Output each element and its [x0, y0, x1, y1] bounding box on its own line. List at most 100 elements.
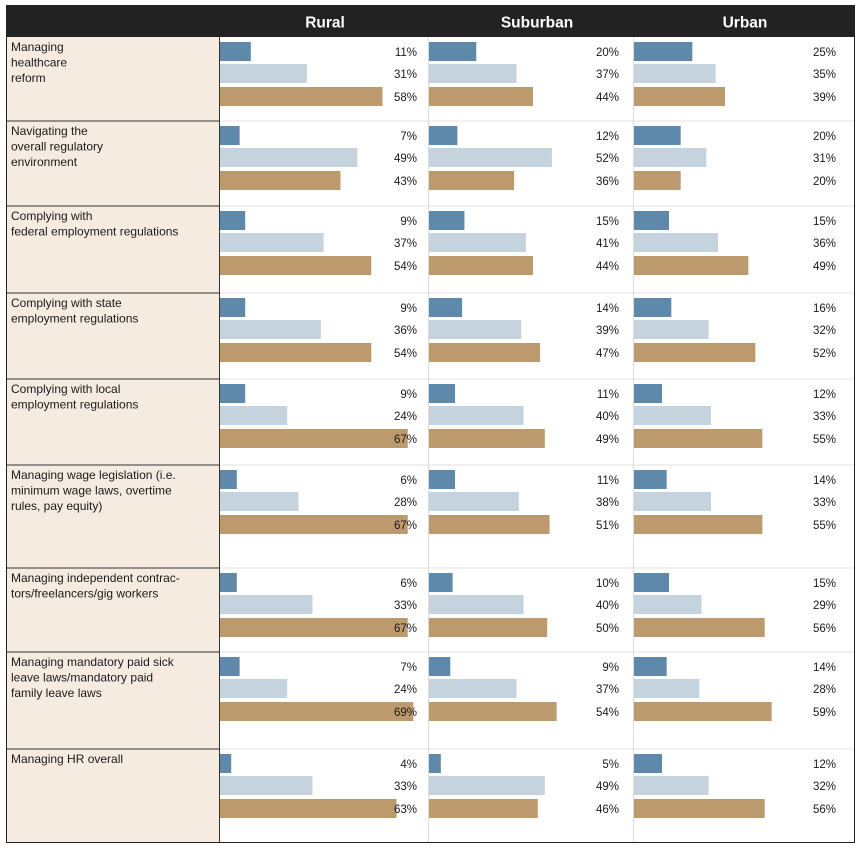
data-label-urban: 14%	[813, 475, 836, 487]
data-label-urban: 15%	[813, 216, 836, 228]
row-label-line: Managing independent contrac-	[11, 571, 180, 585]
bar-rural-series-2	[220, 233, 324, 252]
data-label-suburban: 37%	[596, 684, 619, 696]
data-label-suburban: 49%	[596, 434, 619, 446]
data-label-suburban: 15%	[596, 216, 619, 228]
data-label-rural: 36%	[394, 325, 417, 337]
data-label-urban: 14%	[813, 662, 836, 674]
data-label-rural: 7%	[400, 662, 417, 674]
data-label-urban: 49%	[813, 261, 836, 273]
data-label-rural: 37%	[394, 238, 417, 250]
bar-rural-series-3	[220, 171, 341, 190]
data-label-urban: 36%	[813, 238, 836, 250]
data-label-suburban: 40%	[596, 600, 619, 612]
row-label: Managing wage legislation (i.e. minimum w…	[11, 468, 176, 513]
data-label-urban: 55%	[813, 520, 836, 532]
data-label-rural: 33%	[394, 781, 417, 793]
bar-rural-series-3	[220, 87, 383, 106]
bar-urban-series-1	[634, 657, 667, 676]
row-label: Navigating the overall regulatory environm…	[11, 124, 103, 169]
data-label-suburban: 9%	[602, 662, 619, 674]
data-label-suburban: 11%	[597, 389, 619, 401]
bar-suburban-series-3	[429, 702, 557, 721]
data-label-suburban: 40%	[596, 411, 619, 423]
row-label: Managing healthcare reform	[11, 40, 67, 85]
bar-suburban-series-1	[429, 573, 453, 592]
data-label-urban: 20%	[813, 131, 836, 143]
row-label-line: leave laws/mandatory paid	[11, 671, 153, 685]
bar-urban-series-2	[634, 148, 707, 167]
row-label-line: Navigating the	[11, 124, 88, 138]
bar-suburban-series-2	[429, 679, 517, 698]
data-label-rural: 11%	[395, 47, 417, 59]
data-label-suburban: 36%	[596, 176, 619, 188]
data-label-rural: 33%	[394, 600, 417, 612]
chart-frame: Rural Suburban Urban Managing healthcare refo…	[6, 5, 855, 843]
bar-suburban-series-2	[429, 492, 519, 511]
bar-rural-series-1	[220, 573, 237, 592]
data-label-suburban: 49%	[596, 781, 619, 793]
bar-rural-series-1	[220, 298, 246, 317]
data-label-rural: 9%	[400, 216, 417, 228]
bar-urban-series-3	[634, 256, 749, 275]
data-label-rural: 54%	[394, 348, 417, 360]
bar-rural-series-3	[220, 343, 372, 362]
data-label-suburban: 51%	[596, 520, 619, 532]
bar-urban-series-3	[634, 515, 763, 534]
row-label-line: employment regulations	[11, 398, 138, 412]
bar-urban-series-1	[634, 126, 681, 145]
bar-rural-series-3	[220, 799, 397, 818]
data-label-urban: 33%	[813, 497, 836, 509]
bar-rural-series-1	[220, 42, 251, 61]
bar-urban-series-2	[634, 595, 702, 614]
bar-urban-series-3	[634, 343, 756, 362]
bar-urban-series-3	[634, 702, 772, 721]
data-label-urban: 12%	[813, 389, 836, 401]
data-label-rural: 6%	[400, 475, 417, 487]
row-label-line: environment	[11, 155, 78, 169]
data-label-urban: 25%	[813, 47, 836, 59]
bar-urban-series-2	[634, 320, 709, 339]
bar-suburban-series-2	[429, 406, 524, 425]
bar-suburban-series-1	[429, 211, 465, 230]
row-label: Managing HR overall	[11, 752, 123, 766]
bar-suburban-series-2	[429, 320, 522, 339]
data-label-rural: 63%	[394, 804, 417, 816]
data-label-urban: 56%	[813, 623, 836, 635]
bar-rural-series-3	[220, 515, 408, 534]
bar-rural-series-2	[220, 148, 358, 167]
data-label-urban: 29%	[813, 600, 836, 612]
row-label-line: Complying with	[11, 209, 92, 223]
bar-rural-series-2	[220, 595, 313, 614]
row-label-line: Managing HR overall	[11, 752, 123, 766]
data-label-urban: 32%	[813, 781, 836, 793]
data-label-suburban: 14%	[596, 303, 619, 315]
data-label-urban: 33%	[813, 411, 836, 423]
data-label-rural: 9%	[400, 303, 417, 315]
row-label-line: rules, pay equity)	[11, 499, 102, 513]
data-label-rural: 24%	[394, 684, 417, 696]
data-label-rural: 67%	[394, 520, 417, 532]
data-label-urban: 20%	[813, 176, 836, 188]
row-label-line: Managing wage legislation (i.e.	[11, 468, 176, 482]
bar-suburban-series-1	[429, 470, 455, 489]
row-label-line: reform	[11, 71, 46, 85]
data-label-suburban: 20%	[596, 47, 619, 59]
row-label: Complying with local employment regulatio…	[11, 382, 138, 412]
row-label: Managing mandatory paid sick leave laws/m…	[11, 655, 175, 700]
bar-suburban-series-3	[429, 87, 533, 106]
bar-rural-series-2	[220, 492, 299, 511]
data-label-suburban: 44%	[596, 92, 619, 104]
bar-urban-series-1	[634, 754, 662, 773]
data-label-suburban: 52%	[596, 153, 619, 165]
data-label-suburban: 39%	[596, 325, 619, 337]
data-label-suburban: 46%	[596, 804, 619, 816]
bar-urban-series-3	[634, 87, 725, 106]
bar-urban-series-1	[634, 470, 667, 489]
data-label-urban: 56%	[813, 804, 836, 816]
data-label-suburban: 54%	[596, 707, 619, 719]
bar-suburban-series-1	[429, 754, 441, 773]
row-label-line: overall regulatory	[11, 140, 103, 154]
data-label-urban: 32%	[813, 325, 836, 337]
data-label-suburban: 38%	[596, 497, 619, 509]
